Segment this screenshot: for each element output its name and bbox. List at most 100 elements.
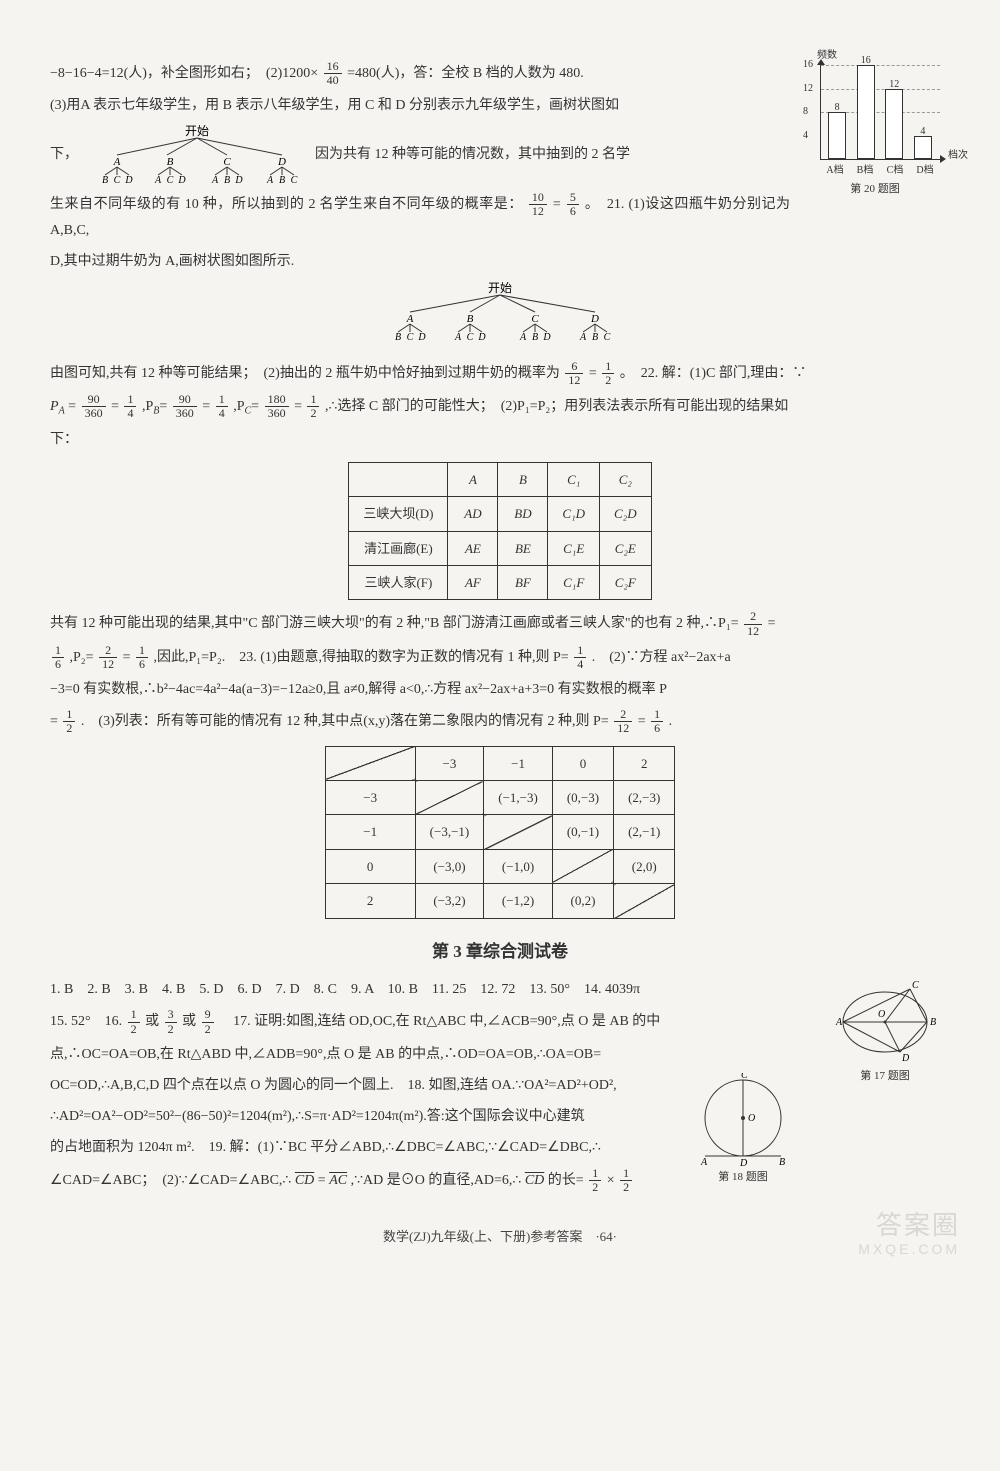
x-axis-title: 档次 <box>948 147 968 165</box>
y-tick: 4 <box>803 127 808 145</box>
svg-text:D: D <box>739 1158 748 1168</box>
fraction: 180360 <box>265 393 289 420</box>
fraction: 212 <box>744 610 762 637</box>
arc-notation: AC <box>329 1172 347 1187</box>
fraction: 212 <box>99 644 117 671</box>
fraction: 12 <box>63 708 75 735</box>
svg-text:开始: 开始 <box>184 125 208 138</box>
fraction: 1640 <box>324 60 342 87</box>
fraction: 16 <box>52 644 64 671</box>
svg-text:B: B <box>930 1017 936 1028</box>
svg-text:A: A <box>579 332 587 342</box>
paragraph: 共有 12 种可能出现的结果,其中"C 部门游三峡大坝"的有 2 种,"B 部门… <box>50 610 950 637</box>
svg-text:D: D <box>417 332 426 342</box>
table-row: 三峡大坝(D)ADBDC₁DC₂D <box>349 497 651 531</box>
page-footer: 数学(ZJ)九年级(上、下册)参考答案 ·64· <box>50 1225 950 1248</box>
geometry-figure-icon: A B C D O <box>830 977 940 1067</box>
y-tick: 16 <box>803 56 813 74</box>
fraction: 92 <box>202 1008 214 1035</box>
table-row: A B C₁ C₂ <box>349 462 651 496</box>
paragraph: 的占地面积为 1204π m². 19. 解：(1)∵BC 平分∠ABD,∴∠D… <box>50 1135 950 1160</box>
answers-line: 1. B 2. B 3. B 4. B 5. D 6. D 7. D 8. C … <box>50 977 950 1002</box>
tree-diagram-2: 开始 A B C D BCD ACD ABD ABC <box>50 282 950 351</box>
table-row: 三峡人家(F)AFBFC₁FC₂F <box>349 565 651 599</box>
svg-text:A: A <box>835 1017 843 1028</box>
bar-b: 16 <box>857 65 875 159</box>
paragraph: 点,∴OC=OA=OB,在 Rt△ABD 中,∠ADB=90°,点 O 是 AB… <box>50 1042 950 1067</box>
svg-text:A: A <box>210 175 218 185</box>
watermark: 答案圈 MXQE.COM <box>858 1210 960 1258</box>
svg-text:C: C <box>166 175 173 185</box>
arc-notation: CD <box>525 1172 544 1187</box>
svg-text:A: A <box>519 332 527 342</box>
fraction: 12 <box>620 1167 632 1194</box>
table-row: −3 −1 0 2 <box>325 746 675 780</box>
fraction: 12 <box>128 1008 140 1035</box>
table-row: −1(−3,−1)(0,−1)(2,−1) <box>325 815 675 849</box>
tree-diagram-1: 开始 A B C D BCD ACD ABD ABC <box>87 125 307 185</box>
fraction: 612 <box>565 360 583 387</box>
paragraph: ∴AD²=OA²−OD²=50²−(86−50)²=1204(m²),∴S=π·… <box>50 1104 950 1129</box>
paragraph: OC=OD,∴A,B,C,D 四个点在以点 O 为圆心的同一个圆上. 18. 如… <box>50 1073 950 1098</box>
table-row: 2(−3,2)(−1,2)(0,2) <box>325 884 675 918</box>
svg-text:D: D <box>177 175 186 185</box>
figure-caption: 第 18 题图 <box>678 1168 808 1188</box>
table-2: −3 −1 0 2 −3(−1,−3)(0,−3)(2,−3) −1(−3,−1… <box>325 746 676 919</box>
bar-a: 8 <box>828 112 846 159</box>
bar-chart-caption: 第 20 题图 <box>800 180 950 200</box>
svg-text:C: C <box>604 332 611 342</box>
table-1: A B C₁ C₂ 三峡大坝(D)ADBDC₁DC₂D 清江画廊(E)AEBEC… <box>348 462 651 601</box>
tree-svg-icon: 开始 A B C D BCD ACD ABD ABC <box>87 125 307 185</box>
svg-text:A: A <box>406 313 414 325</box>
table-row: 清江画廊(E)AEBEC₁EC₂E <box>349 531 651 565</box>
figure-18: O C A D B 第 18 题图 <box>678 1073 808 1188</box>
bar-chart-figure: 频数 档次 4 8 12 16 8 16 12 4 A档 B档 C档 D档 第 … <box>800 60 950 200</box>
svg-text:D: D <box>542 332 551 342</box>
fraction: 14 <box>574 644 586 671</box>
tree-svg-icon: 开始 A B C D BCD ACD ABD ABC <box>370 282 630 342</box>
fraction: 32 <box>165 1008 177 1035</box>
svg-text:C: C <box>113 175 120 185</box>
svg-text:B: B <box>166 156 173 168</box>
svg-text:D: D <box>234 175 243 185</box>
svg-text:B: B <box>779 1157 785 1168</box>
svg-text:D: D <box>901 1053 910 1064</box>
y-tick: 12 <box>803 80 813 98</box>
bar-c: 12 <box>885 89 903 160</box>
svg-text:A: A <box>265 175 273 185</box>
fraction: 56 <box>567 191 579 218</box>
grid-line <box>821 89 940 90</box>
paragraph: D,其中过期牛奶为 A,画树状图如图所示. <box>50 249 950 274</box>
paragraph: 由图可知,共有 12 种等可能结果； (2)抽出的 2 瓶牛奶中恰好抽到过期牛奶… <box>50 360 950 387</box>
fraction: 14 <box>216 393 228 420</box>
fraction: 16 <box>651 708 663 735</box>
y-tick: 8 <box>803 103 808 121</box>
svg-text:B: B <box>223 175 229 185</box>
svg-text:C: C <box>741 1073 748 1081</box>
svg-text:B: B <box>532 332 538 342</box>
geometry-circle-icon: O C A D B <box>693 1073 793 1168</box>
page-content: 频数 档次 4 8 12 16 8 16 12 4 A档 B档 C档 D档 第 … <box>50 60 950 1248</box>
figure-caption: 第 17 题图 <box>820 1067 950 1087</box>
svg-text:D: D <box>124 175 133 185</box>
svg-text:C: C <box>290 175 297 185</box>
svg-text:C: C <box>912 980 919 991</box>
svg-text:C: C <box>223 156 231 168</box>
table-row: −3(−1,−3)(0,−3)(2,−3) <box>325 781 675 815</box>
svg-text:B: B <box>467 313 474 325</box>
paragraph: 16 ,P₂= 212 = 16 ,因此,P₁=P₂. 23. (1)由题意,得… <box>50 644 950 671</box>
paragraph: = 12 . (3)列表：所有等可能的情况有 12 种,其中点(x,y)落在第二… <box>50 708 950 735</box>
paragraph: 下： <box>50 427 950 452</box>
fraction: 90360 <box>82 393 106 420</box>
fraction: 212 <box>614 708 632 735</box>
paragraph: ∠CAD=∠ABC； (2)∵∠CAD=∠ABC,∴ CD = AC ,∵AD … <box>50 1167 950 1194</box>
svg-text:A: A <box>153 175 161 185</box>
svg-text:A: A <box>112 156 120 168</box>
fraction: 90360 <box>173 393 197 420</box>
bar-d: 4 <box>914 136 932 160</box>
svg-text:C: C <box>407 332 414 342</box>
figure-17: A B C D O 第 17 题图 <box>820 977 950 1087</box>
paragraph: PA = 90360 = 14 ,PB= 90360 = 14 ,PC= 180… <box>50 393 950 421</box>
svg-text:A: A <box>454 332 462 342</box>
svg-text:B: B <box>101 175 107 185</box>
